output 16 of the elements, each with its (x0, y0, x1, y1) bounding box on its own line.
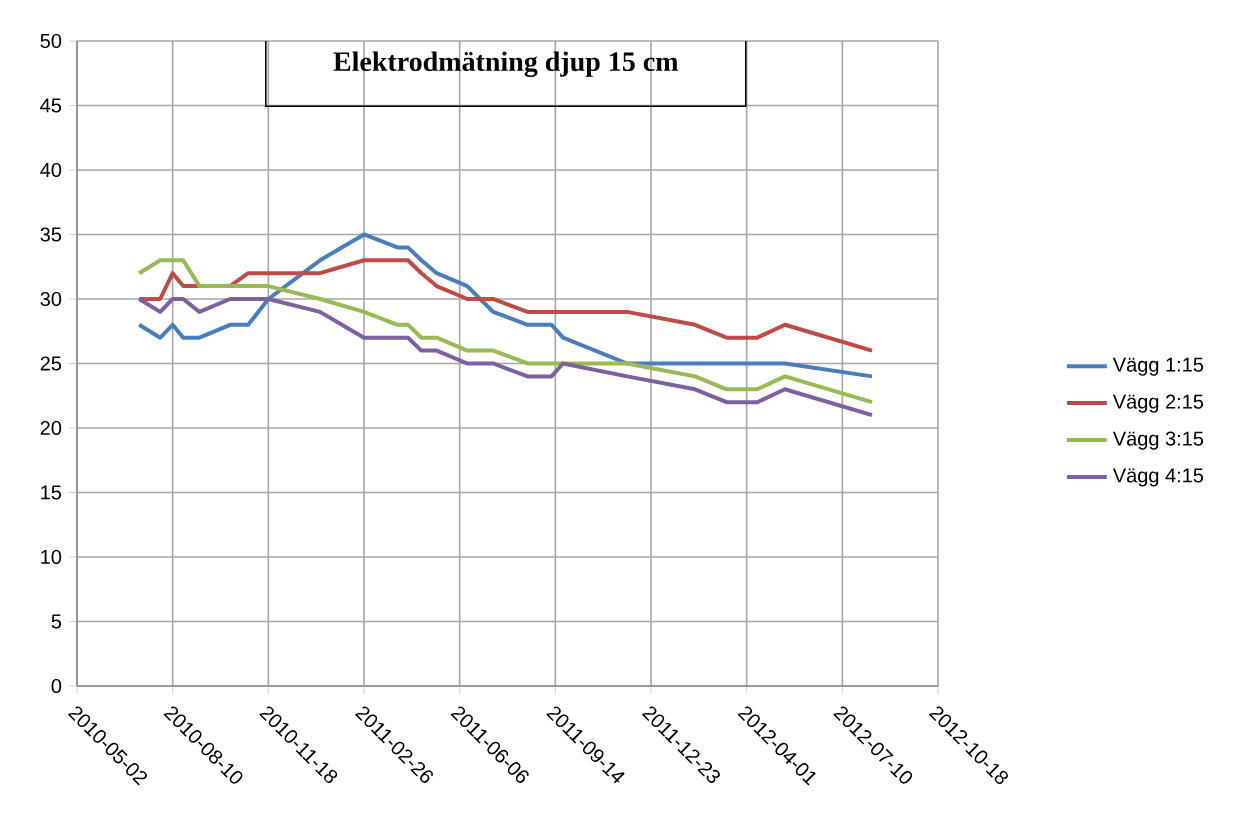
y-tick-label: 50 (40, 33, 62, 49)
legend-label: Vägg 1:15 (1112, 357, 1204, 376)
y-tick-label: 40 (40, 162, 62, 178)
y-tick-label: 10 (41, 549, 62, 565)
y-tick-label: 45 (40, 98, 62, 113)
y-tick-label: 20 (40, 420, 62, 436)
legend-label: Vägg 4:15 (1112, 468, 1204, 487)
y-tick-label: 25 (40, 356, 62, 371)
legend-label: Vägg 3:15 (1112, 431, 1204, 450)
y-tick-label: 30 (40, 291, 62, 307)
y-tick-label: 5 (51, 614, 62, 629)
chart-title: Elektrodmätning djup 15 cm (333, 51, 679, 78)
y-tick-label: 15 (41, 485, 62, 500)
legend-label: Vägg 2:15 (1112, 394, 1204, 413)
y-tick-label: 35 (40, 227, 62, 242)
y-tick-label: 0 (51, 678, 62, 694)
